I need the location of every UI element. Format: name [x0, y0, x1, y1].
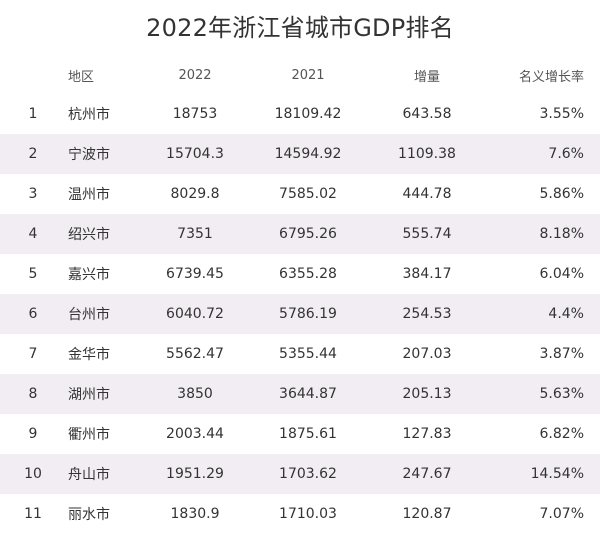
growth-rate-cell: 3.87%: [539, 346, 584, 362]
city-cell: 舟山市: [68, 467, 110, 483]
gdp-2021-cell: 1710.03: [279, 506, 337, 522]
increment-cell: 384.17: [402, 266, 452, 282]
growth-rate-cell: 8.18%: [539, 226, 584, 242]
increment-cell: 1109.38: [398, 146, 456, 162]
rank-cell: 3: [28, 186, 38, 202]
gdp-2021-cell: 18109.42: [274, 106, 342, 122]
growth-rate-cell: 6.82%: [539, 426, 584, 442]
header-region: 地区: [68, 69, 95, 85]
gdp-2021-cell: 6795.26: [279, 226, 337, 242]
table-row: 7 金华市 5562.47 5355.44 207.03 3.87%: [0, 334, 600, 374]
rank-cell: 6: [28, 306, 38, 322]
table-row: 10 舟山市 1951.29 1703.62 247.67 14.54%: [0, 454, 600, 494]
increment-cell: 643.58: [402, 106, 452, 122]
increment-cell: 247.67: [402, 466, 452, 482]
gdp-2022-cell: 5562.47: [166, 346, 224, 362]
city-cell: 金华市: [68, 347, 110, 363]
gdp-2022-cell: 1951.29: [166, 466, 224, 482]
table-row: 3 温州市 8029.8 7585.02 444.78 5.86%: [0, 174, 600, 214]
gdp-2021-cell: 1875.61: [279, 426, 337, 442]
table-title: 2022年浙江省城市GDP排名: [146, 14, 454, 42]
city-cell: 杭州市: [68, 107, 110, 123]
city-cell: 温州市: [68, 187, 110, 203]
gdp-2021-cell: 14594.92: [274, 146, 342, 162]
rank-cell: 9: [28, 426, 38, 442]
rank-cell: 7: [28, 346, 38, 362]
city-cell: 绍兴市: [68, 227, 110, 243]
table-row: 6 台州市 6040.72 5786.19 254.53 4.4%: [0, 294, 600, 334]
growth-rate-cell: 14.54%: [530, 466, 584, 482]
table-row: 11 丽水市 1830.9 1710.03 120.87 7.07%: [0, 494, 600, 534]
header-2021: 2021: [291, 67, 325, 83]
table-row: 4 绍兴市 7351 6795.26 555.74 8.18%: [0, 214, 600, 254]
gdp-2022-cell: 8029.8: [170, 186, 220, 202]
growth-rate-cell: 3.55%: [539, 106, 584, 122]
city-cell: 湖州市: [68, 387, 110, 403]
table-header-row: 地区 2022 2021 增量 名义增长率: [0, 56, 600, 94]
gdp-2021-cell: 5786.19: [279, 306, 337, 322]
increment-cell: 555.74: [402, 226, 452, 242]
rank-cell: 10: [24, 466, 42, 482]
gdp-2022-cell: 7351: [177, 226, 213, 242]
gdp-2021-cell: 3644.87: [279, 386, 337, 402]
increment-cell: 254.53: [402, 306, 452, 322]
increment-cell: 205.13: [402, 386, 452, 402]
growth-rate-cell: 6.04%: [539, 266, 584, 282]
header-growth-rate: 名义增长率: [518, 69, 584, 85]
rank-cell: 5: [28, 266, 38, 282]
gdp-2021-cell: 1703.62: [279, 466, 337, 482]
city-cell: 嘉兴市: [68, 267, 110, 283]
growth-rate-cell: 4.4%: [548, 306, 584, 322]
table-row: 2 宁波市 15704.3 14594.92 1109.38 7.6%: [0, 134, 600, 174]
gdp-2022-cell: 6040.72: [166, 306, 224, 322]
city-cell: 宁波市: [68, 147, 110, 163]
rank-cell: 4: [28, 226, 38, 242]
city-cell: 丽水市: [68, 507, 110, 523]
gdp-table: 地区 2022 2021 增量 名义增长率 1 杭州市 18753 18109.…: [0, 56, 600, 534]
gdp-2022-cell: 6739.45: [166, 266, 224, 282]
table-row: 8 湖州市 3850 3644.87 205.13 5.63%: [0, 374, 600, 414]
growth-rate-cell: 5.63%: [539, 386, 584, 402]
table-row: 1 杭州市 18753 18109.42 643.58 3.55%: [0, 94, 600, 134]
city-cell: 台州市: [68, 307, 110, 323]
header-2022: 2022: [178, 67, 212, 83]
rank-cell: 2: [28, 146, 38, 162]
increment-cell: 120.87: [402, 506, 452, 522]
gdp-2021-cell: 5355.44: [279, 346, 337, 362]
growth-rate-cell: 7.6%: [548, 146, 584, 162]
rank-cell: 8: [28, 386, 38, 402]
gdp-2021-cell: 6355.28: [279, 266, 337, 282]
rank-cell: 11: [24, 506, 42, 522]
gdp-2022-cell: 15704.3: [166, 146, 224, 162]
gdp-2021-cell: 7585.02: [279, 186, 337, 202]
increment-cell: 444.78: [402, 186, 452, 202]
gdp-2022-cell: 1830.9: [170, 506, 220, 522]
increment-cell: 127.83: [402, 426, 452, 442]
gdp-2022-cell: 18753: [172, 106, 218, 122]
growth-rate-cell: 7.07%: [539, 506, 584, 522]
table-row: 9 衢州市 2003.44 1875.61 127.83 6.82%: [0, 414, 600, 454]
header-increment: 增量: [413, 69, 440, 85]
city-cell: 衢州市: [68, 427, 110, 443]
gdp-2022-cell: 2003.44: [166, 426, 224, 442]
growth-rate-cell: 5.86%: [539, 186, 584, 202]
rank-cell: 1: [28, 106, 38, 122]
table-row: 5 嘉兴市 6739.45 6355.28 384.17 6.04%: [0, 254, 600, 294]
gdp-2022-cell: 3850: [177, 386, 213, 402]
increment-cell: 207.03: [402, 346, 452, 362]
